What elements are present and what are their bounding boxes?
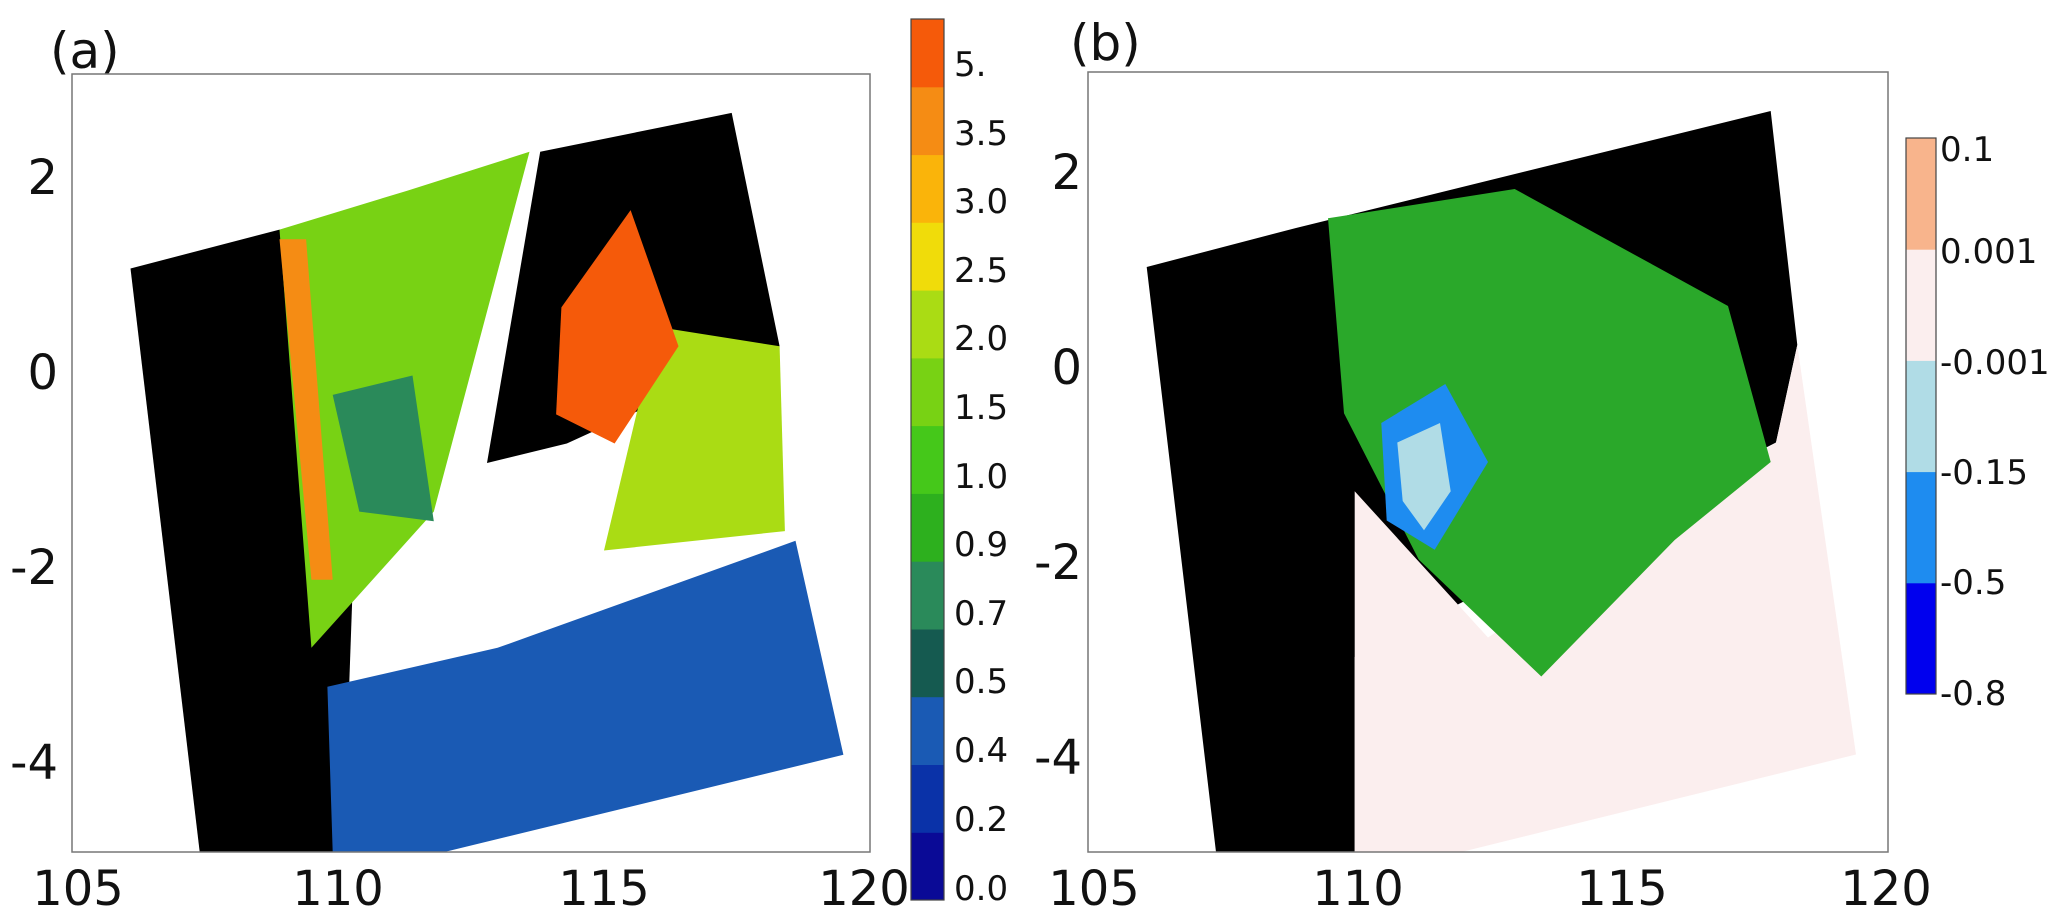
x-tick-label: 115: [558, 861, 650, 917]
y-tick-label: -4: [1034, 730, 1082, 786]
region-land-edge: [279, 239, 333, 580]
plot-frame-b: [1087, 71, 1889, 853]
colorbar-label: 1.0: [954, 457, 1008, 497]
panel-b: (b) 105 110 115 120 2 0 -2 -4 -0.8 -0.5 …: [1034, 14, 2049, 917]
x-tick-label: 105: [32, 861, 124, 917]
region-land-interior: [332, 375, 434, 522]
plot-frame-a: [71, 73, 871, 853]
colorbar-label: 5.: [954, 45, 986, 85]
colorbar-label: -0.001: [1940, 343, 2050, 383]
colorbar-frame-b: [1905, 137, 1937, 695]
y-ticks-a: 2 0 -2 -4: [10, 150, 58, 791]
x-ticks-b: 105 110 115 120: [1048, 861, 1932, 917]
colorbar-frame-a: [910, 18, 945, 901]
colorbar-a: 0.0 0.2 0.4 0.5 0.7 0.9 1.0 1.5 2.0 2.5 …: [910, 18, 1008, 909]
region-green-area: [1328, 189, 1771, 677]
colorbar-swatch: [911, 561, 944, 630]
colorbar-label: -0.8: [1940, 674, 2006, 714]
region-light-cluster: [1397, 423, 1451, 531]
colorbar-swatch: [1906, 582, 1936, 695]
x-ticks-a: 105 110 115 120: [32, 861, 910, 917]
colorbar-swatch: [911, 19, 944, 88]
colorbar-swatch: [1906, 471, 1936, 584]
plot-area-a: [130, 112, 844, 853]
y-tick-label: -4: [10, 735, 58, 791]
y-tick-label: -2: [1034, 535, 1082, 591]
region-south: [327, 540, 844, 852]
x-tick-label: 110: [1312, 861, 1404, 917]
colorbar-swatch: [911, 357, 944, 427]
colorbar-label: 0.001: [1940, 232, 2037, 272]
colorbar-swatch: [1906, 138, 1936, 250]
x-tick-label: 120: [1840, 861, 1932, 917]
y-tick-label: -2: [10, 540, 58, 596]
colorbar-label: 3.5: [954, 114, 1008, 154]
colorbar-swatch: [911, 832, 944, 901]
colorbar-swatch: [1906, 249, 1936, 361]
y-tick-label: 2: [1051, 145, 1082, 201]
colorbar-swatch: [911, 628, 944, 698]
colorbar-swatch: [911, 222, 944, 291]
colorbar-swatch: [911, 696, 944, 765]
x-tick-label: 115: [1576, 861, 1668, 917]
colorbar-label: -0.5: [1940, 563, 2006, 603]
colorbar-label: 2.5: [954, 251, 1008, 291]
colorbar-b: -0.8 -0.5 -0.15 -0.001 0.001 0.1: [1905, 130, 2050, 714]
colorbar-swatch: [1906, 360, 1936, 473]
colorbar-label: 3.0: [954, 182, 1008, 222]
colorbar-label: -0.15: [1940, 453, 2028, 493]
colorbar-label: 0.7: [954, 594, 1008, 634]
x-tick-label: 120: [818, 861, 910, 917]
colorbar-label: 0.5: [954, 662, 1008, 702]
colorbar-label: 0.1: [1940, 130, 1994, 170]
plot-area-b: [1146, 111, 1856, 852]
region-orange-patches: [556, 210, 679, 444]
y-tick-label: 2: [27, 150, 58, 206]
panel-label-b: (b): [1070, 14, 1141, 72]
colorbar-label: 0.4: [954, 731, 1008, 771]
colorbar-swatch: [911, 154, 944, 223]
x-tick-label: 110: [292, 861, 384, 917]
panel-a: (a) 105 110 115 120 2 0 -2 -4 0.0 0.2 0.…: [10, 18, 1008, 917]
colorbar-label: 2.0: [954, 319, 1008, 359]
x-tick-label: 105: [1048, 861, 1140, 917]
colorbar-swatch: [911, 425, 944, 494]
colorbar-swatch: [911, 764, 944, 833]
panel-label-a: (a): [50, 22, 120, 80]
colorbar-swatch: [911, 493, 944, 562]
y-ticks-b: 2 0 -2 -4: [1034, 145, 1082, 786]
colorbar-label: 0.2: [954, 800, 1008, 840]
y-tick-label: 0: [1051, 340, 1082, 396]
colorbar-label: 1.5: [954, 388, 1008, 428]
colorbar-label: 0.0: [954, 869, 1008, 909]
y-tick-label: 0: [27, 345, 58, 401]
colorbar-label: 0.9: [954, 525, 1008, 565]
colorbar-swatch: [911, 86, 944, 156]
colorbar-swatch: [911, 290, 944, 359]
